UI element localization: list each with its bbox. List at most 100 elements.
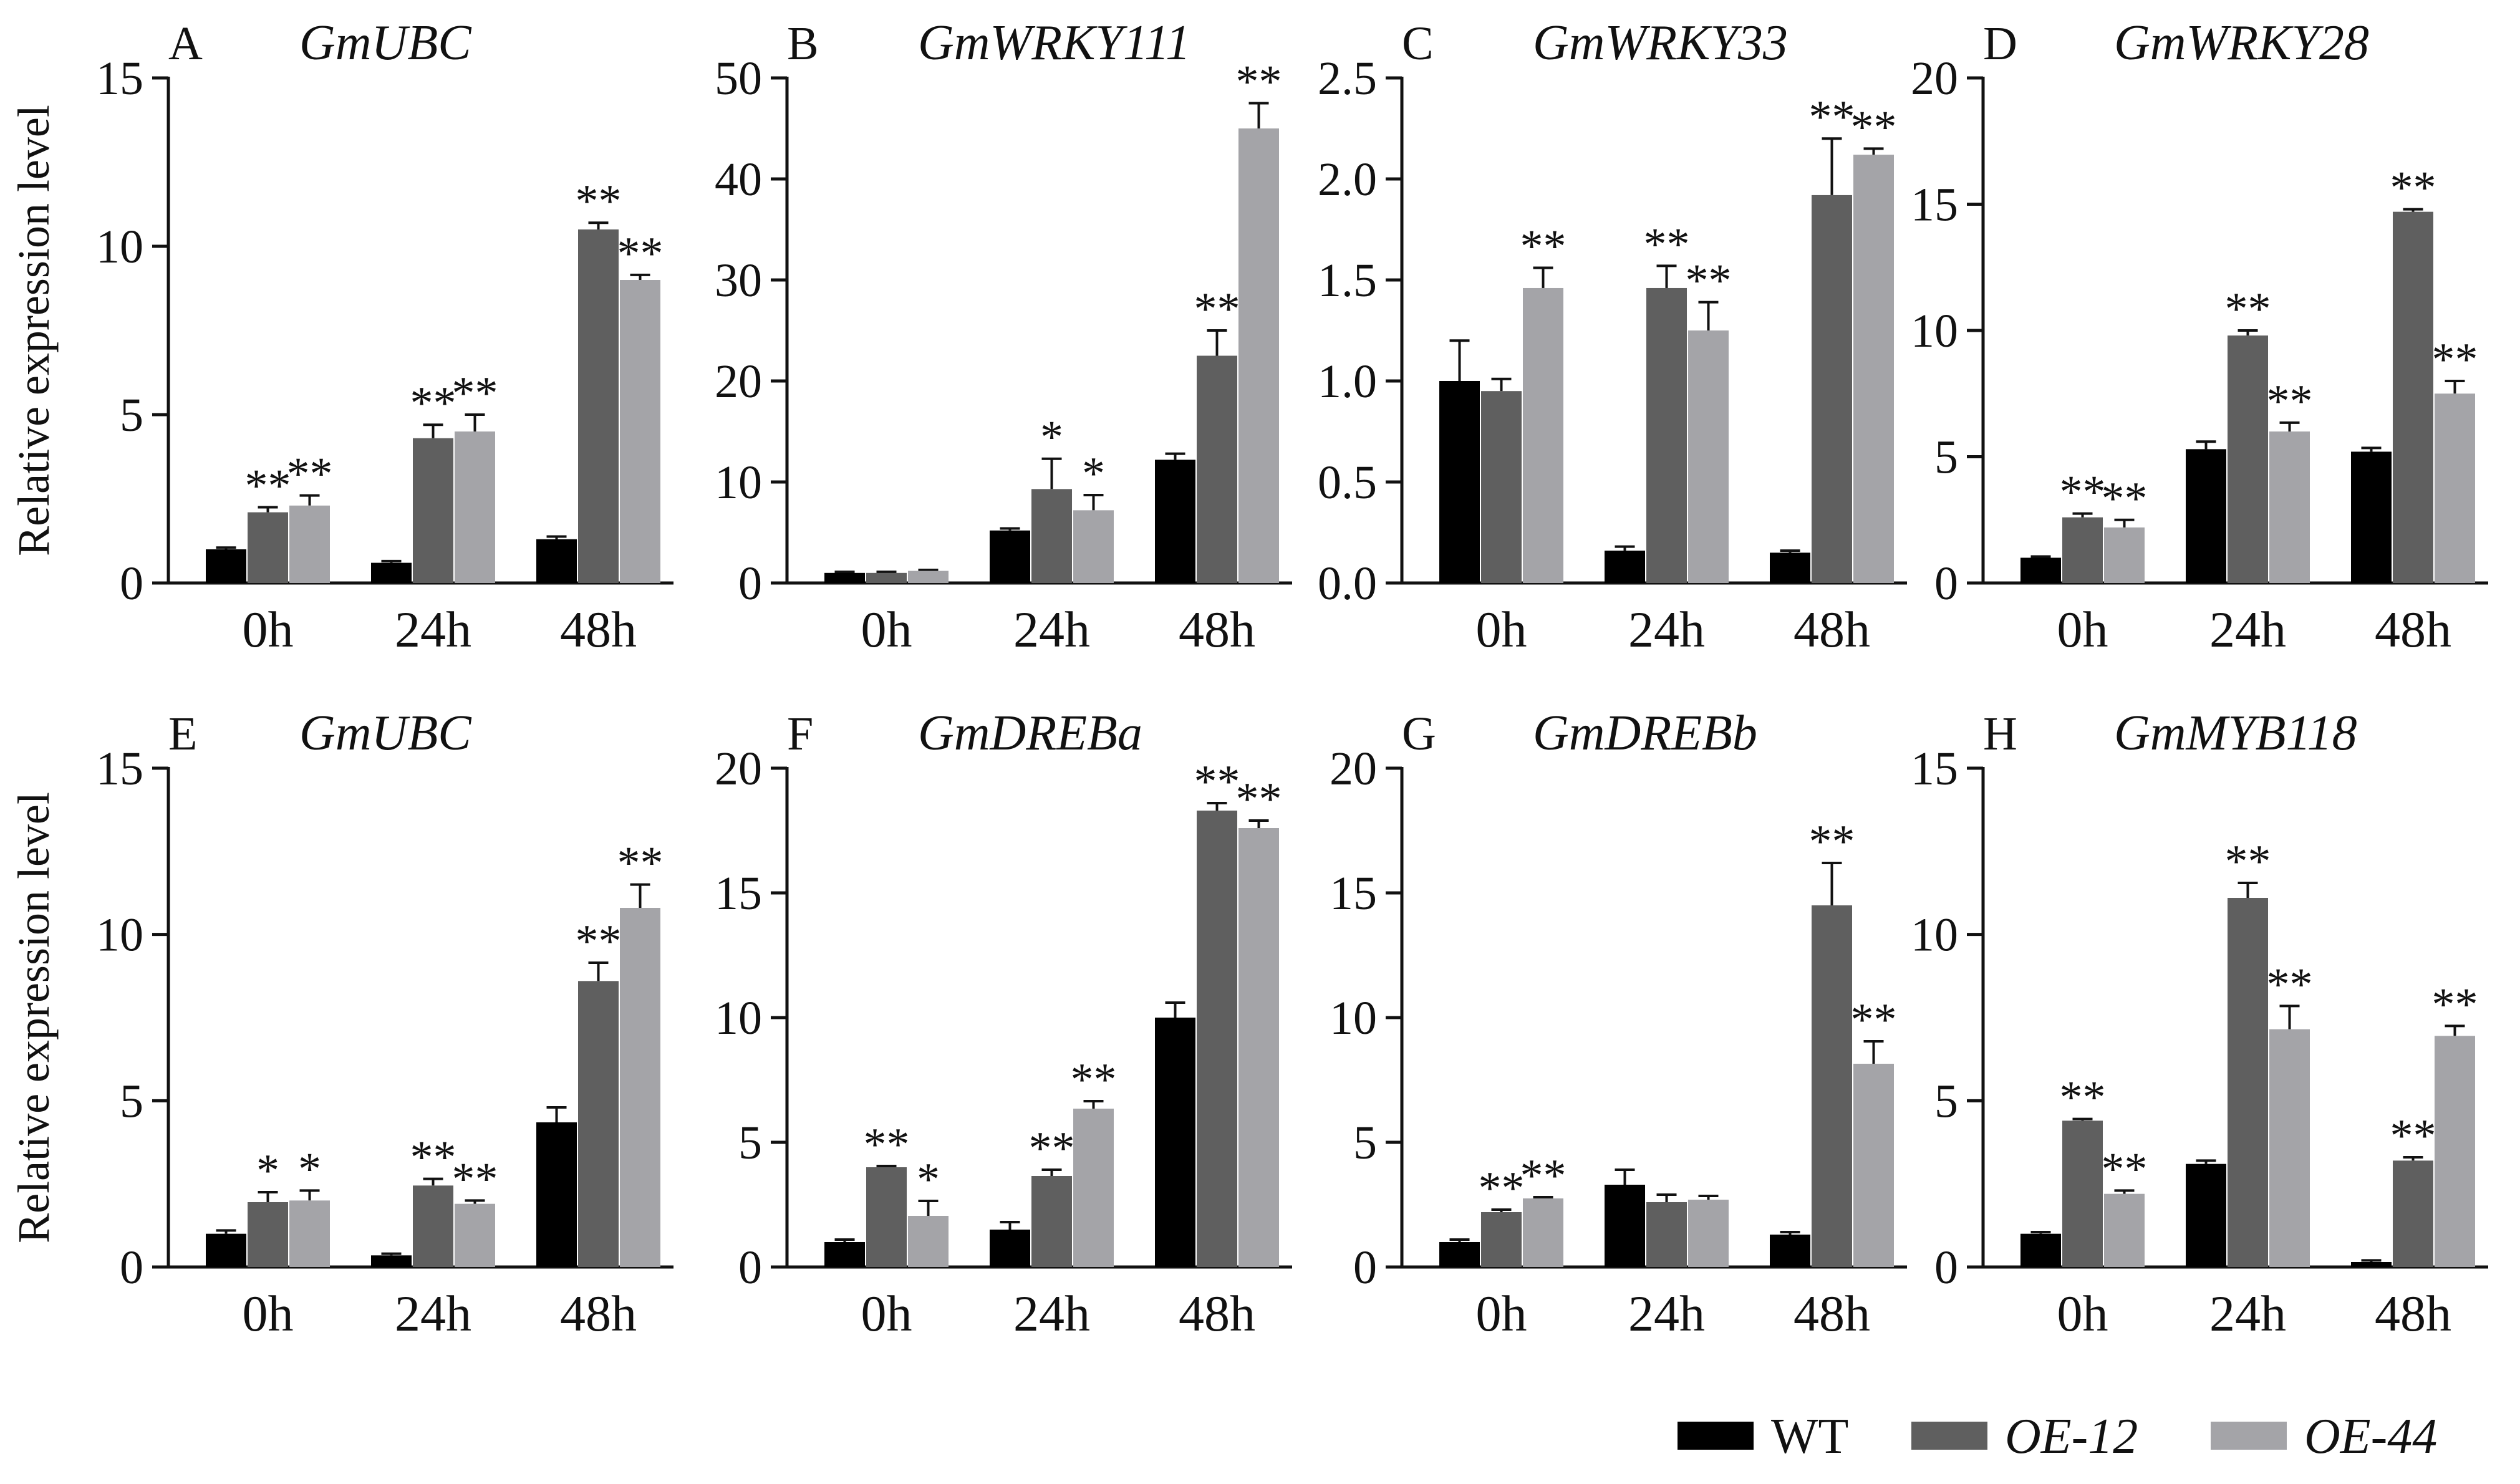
- y-tick-label: 2.0: [1318, 153, 1377, 206]
- bar-oe-12-48h: [1812, 905, 1852, 1267]
- gene-title: GmUBC: [299, 706, 472, 761]
- y-tick-label: 15: [715, 867, 762, 920]
- x-tick-label: 48h: [1179, 1285, 1255, 1342]
- x-tick-label: 24h: [395, 1285, 471, 1342]
- significance-label: **: [2432, 979, 2478, 1030]
- bar-oe-44-0h: [2104, 527, 2145, 583]
- y-tick-label: 0: [1353, 1241, 1377, 1294]
- significance-label: **: [2102, 1144, 2148, 1195]
- x-tick-label: 24h: [1013, 601, 1090, 658]
- significance-label: **: [287, 449, 333, 500]
- bar-oe-12-24h: [413, 1185, 453, 1267]
- gene-title: GmWRKY111: [918, 16, 1190, 70]
- significance-label: **: [2267, 959, 2313, 1010]
- significance-label: **: [452, 1154, 498, 1205]
- y-tick-label: 20: [1911, 52, 1958, 105]
- panel-letter: B: [787, 17, 819, 70]
- bar-oe-44-0h: [2104, 1193, 2145, 1267]
- y-tick-label: 15: [1911, 179, 1958, 231]
- gene-title: GmDREBb: [1533, 706, 1757, 761]
- y-tick-label: 20: [715, 355, 762, 408]
- y-tick-label: 10: [1911, 305, 1958, 357]
- y-tick-label: 50: [715, 52, 762, 105]
- bar-oe-44-48h: [2435, 1036, 2475, 1267]
- significance-label: **: [864, 1119, 910, 1170]
- significance-label: **: [1686, 256, 1732, 307]
- y-tick-label: 20: [1330, 743, 1377, 795]
- bar-oe-12-24h: [2228, 335, 2268, 583]
- x-tick-label: 0h: [2057, 1285, 2108, 1342]
- bar-oe-44-48h: [1853, 1064, 1894, 1267]
- x-tick-label: 0h: [1476, 1285, 1527, 1342]
- x-tick-label: 24h: [2209, 1285, 2286, 1342]
- bar-oe-12-48h: [2393, 1160, 2433, 1267]
- x-tick-label: 48h: [2375, 1285, 2451, 1342]
- y-tick-label: 0: [120, 1241, 143, 1294]
- bar-oe-44-24h: [1073, 1109, 1114, 1267]
- bar-oe-44-24h: [455, 431, 495, 583]
- y-tick-label: 0: [1934, 1241, 1958, 1294]
- y-tick-label: 0: [738, 1241, 762, 1294]
- bar-oe-12-0h: [2062, 1120, 2103, 1267]
- gene-title: GmUBC: [299, 16, 472, 70]
- x-tick-label: 24h: [1628, 1285, 1705, 1342]
- significance-label: **: [1809, 816, 1855, 867]
- gene-title: GmWRKY33: [1533, 16, 1788, 70]
- x-tick-label: 24h: [1013, 1285, 1090, 1342]
- significance-label: **: [576, 176, 622, 227]
- legend-label-oe-44: OE-44: [2304, 1409, 2437, 1464]
- bar-oe-44-0h: [289, 505, 330, 583]
- y-tick-label: 15: [1911, 743, 1958, 795]
- bar-oe-44-48h: [2435, 393, 2475, 583]
- legend-swatch-oe-44: [2211, 1422, 2287, 1450]
- panel-letter: A: [168, 17, 203, 70]
- bar-oe-44-48h: [1238, 128, 1279, 583]
- y-axis-label: Relative expression level: [9, 792, 59, 1243]
- bar-oe-44-24h: [1073, 510, 1114, 583]
- y-tick-label: 0.0: [1318, 557, 1377, 610]
- significance-label: **: [1029, 1123, 1075, 1174]
- y-tick-label: 20: [715, 743, 762, 795]
- panel-letter: C: [1402, 17, 1434, 70]
- bar-wt-24h: [2186, 449, 2226, 583]
- bar-wt-0h: [2020, 1233, 2061, 1267]
- y-tick-label: 0: [1934, 557, 1958, 610]
- bar-oe-12-24h: [1031, 1176, 1072, 1267]
- bar-wt-48h: [1770, 552, 1810, 583]
- significance-label: **: [245, 461, 291, 512]
- y-tick-label: 15: [1330, 867, 1377, 920]
- gene-title: GmWRKY28: [2114, 16, 2369, 70]
- significance-label: **: [2390, 1111, 2436, 1162]
- bar-wt-24h: [990, 1230, 1030, 1267]
- significance-label: **: [1071, 1054, 1117, 1106]
- significance-label: **: [452, 368, 498, 419]
- legend-swatch-oe-12: [1911, 1422, 1987, 1450]
- significance-label: **: [1236, 57, 1282, 108]
- significance-label: **: [2060, 1072, 2106, 1124]
- y-tick-label: 0: [738, 557, 762, 610]
- bar-oe-44-24h: [2269, 1029, 2310, 1267]
- bar-wt-24h: [990, 530, 1030, 583]
- y-tick-label: 15: [96, 52, 143, 105]
- y-tick-label: 0: [120, 557, 143, 610]
- bar-wt-48h: [2351, 451, 2392, 583]
- x-tick-label: 24h: [395, 601, 471, 658]
- bar-oe-12-24h: [2228, 898, 2268, 1267]
- significance-label: **: [617, 228, 664, 279]
- significance-label: *: [256, 1145, 279, 1197]
- bar-oe-44-48h: [1238, 828, 1279, 1267]
- bar-oe-12-0h: [248, 512, 288, 583]
- bar-wt-0h: [1439, 381, 1480, 583]
- legend-label-wt: WT: [1771, 1409, 1848, 1464]
- significance-label: *: [298, 1144, 321, 1195]
- x-tick-label: 48h: [2375, 601, 2451, 658]
- bar-oe-12-48h: [578, 981, 619, 1267]
- bar-oe-12-24h: [413, 438, 453, 583]
- x-tick-label: 48h: [1179, 601, 1255, 658]
